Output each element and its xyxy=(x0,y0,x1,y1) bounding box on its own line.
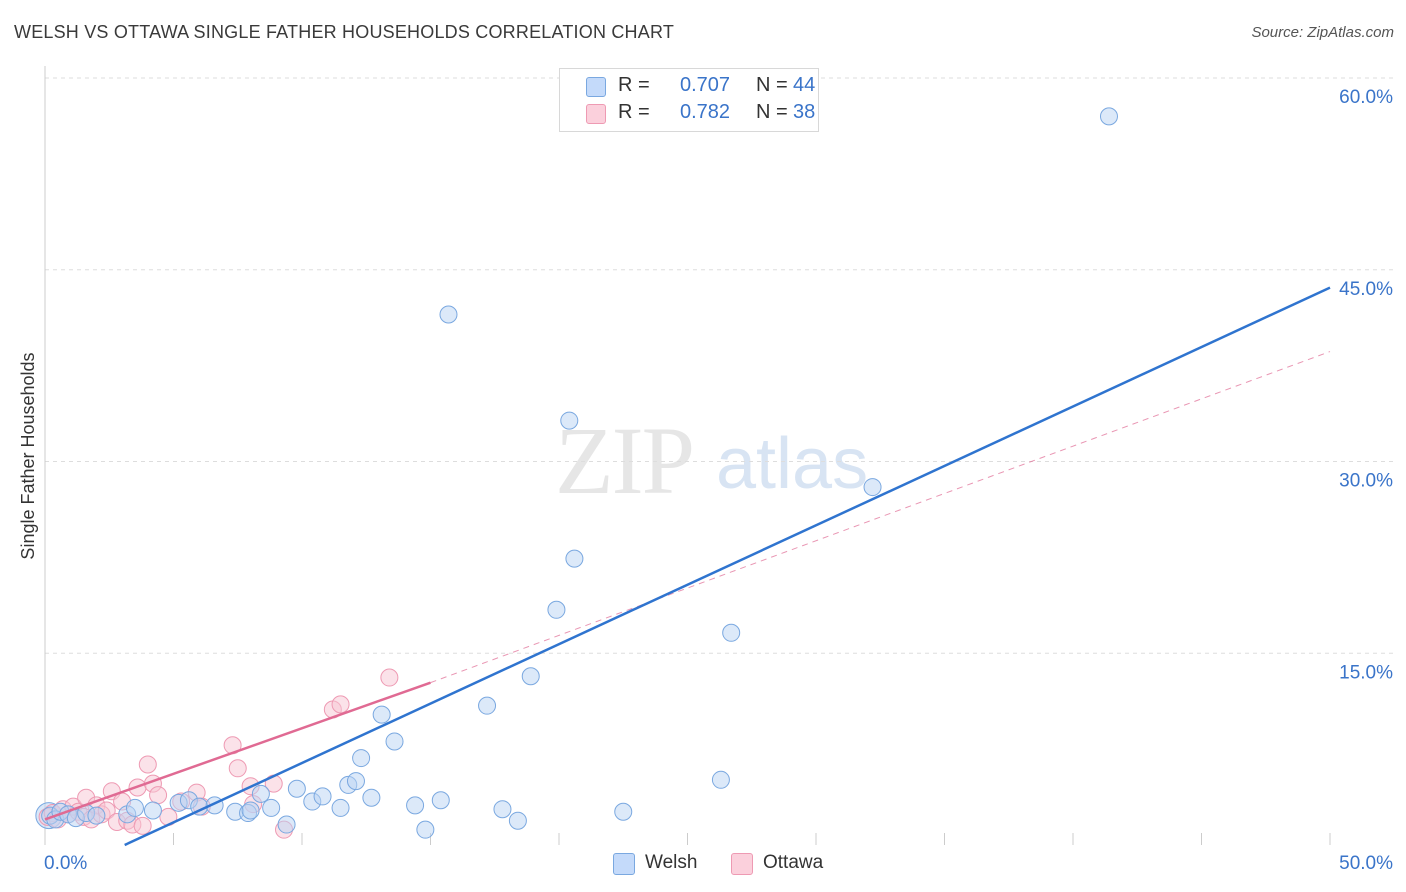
welsh-point xyxy=(547,600,566,619)
welsh-point xyxy=(262,798,281,817)
welsh-point xyxy=(493,800,512,819)
ottawa-point xyxy=(228,759,247,778)
welsh-point xyxy=(863,478,882,497)
y-axis-label: Single Father Households xyxy=(18,352,38,559)
welsh-point xyxy=(313,787,332,806)
welsh-point xyxy=(331,798,350,817)
welsh-point xyxy=(125,798,144,817)
chart-title: WELSH VS OTTAWA SINGLE FATHER HOUSEHOLDS… xyxy=(14,22,675,42)
ottawa-point xyxy=(331,695,350,714)
legend-r-value: 0.782 xyxy=(680,101,731,123)
legend-r-label: R = xyxy=(618,101,650,123)
welsh-point xyxy=(722,623,741,642)
ottawa-legend-label: Ottawa xyxy=(763,852,824,873)
welsh-swatch xyxy=(586,77,606,97)
welsh-point xyxy=(251,784,270,803)
welsh-point xyxy=(560,411,579,430)
welsh-legend-label: Welsh xyxy=(645,852,698,873)
ottawa-trend-extension xyxy=(430,351,1331,684)
legend-r-label: R = xyxy=(618,74,650,96)
legend-r-value: 0.707 xyxy=(680,74,731,96)
source-label: Source: ZipAtlas.com xyxy=(1251,24,1394,41)
ottawa-swatch xyxy=(586,104,606,124)
welsh-point xyxy=(406,796,425,815)
ottawa-point xyxy=(149,786,168,805)
y-tick-label: 60.0% xyxy=(1339,87,1393,108)
welsh-point xyxy=(431,791,450,810)
legend-n-label: N = xyxy=(756,101,788,123)
ottawa-point xyxy=(133,816,152,835)
legend-n-value: 38 xyxy=(793,101,816,123)
watermark-atlas: atlas xyxy=(716,424,869,504)
welsh-point xyxy=(478,696,497,715)
welsh-point xyxy=(241,801,260,820)
welsh-point xyxy=(87,806,106,825)
welsh-point xyxy=(416,820,435,839)
welsh-point xyxy=(287,779,306,798)
welsh-point xyxy=(508,811,527,830)
welsh-point xyxy=(565,549,584,568)
welsh-point xyxy=(277,815,296,834)
welsh-point xyxy=(362,788,381,807)
correlation-legend: R = 0.707 N = 44 R = 0.782 N = 38 xyxy=(559,68,819,132)
welsh-point xyxy=(711,770,730,789)
welsh-point xyxy=(521,667,540,686)
welsh-point xyxy=(346,772,365,791)
welsh-point xyxy=(352,749,371,768)
y-tick-label: 15.0% xyxy=(1339,662,1393,683)
welsh-point xyxy=(1099,107,1118,126)
welsh-point xyxy=(143,801,162,820)
welsh-point xyxy=(614,802,633,821)
y-tick-label: 30.0% xyxy=(1339,471,1393,492)
legend-n-label: N = xyxy=(756,74,788,96)
ottawa-trend-line xyxy=(44,681,431,821)
welsh-trend-line xyxy=(124,286,1331,847)
welsh-point xyxy=(385,732,404,751)
ottawa-point xyxy=(380,668,399,687)
y-tick-label: 45.0% xyxy=(1339,279,1393,300)
x-tick-label: 50.0% xyxy=(1339,853,1393,874)
welsh-point xyxy=(439,305,458,324)
welsh-legend-swatch xyxy=(613,853,635,875)
ottawa-legend-swatch xyxy=(731,853,753,875)
watermark-zip: ZIP xyxy=(555,407,695,514)
x-tick-label: 0.0% xyxy=(44,853,87,874)
welsh-point xyxy=(372,705,391,724)
ottawa-point xyxy=(138,755,157,774)
legend-n-value: 44 xyxy=(793,74,816,96)
